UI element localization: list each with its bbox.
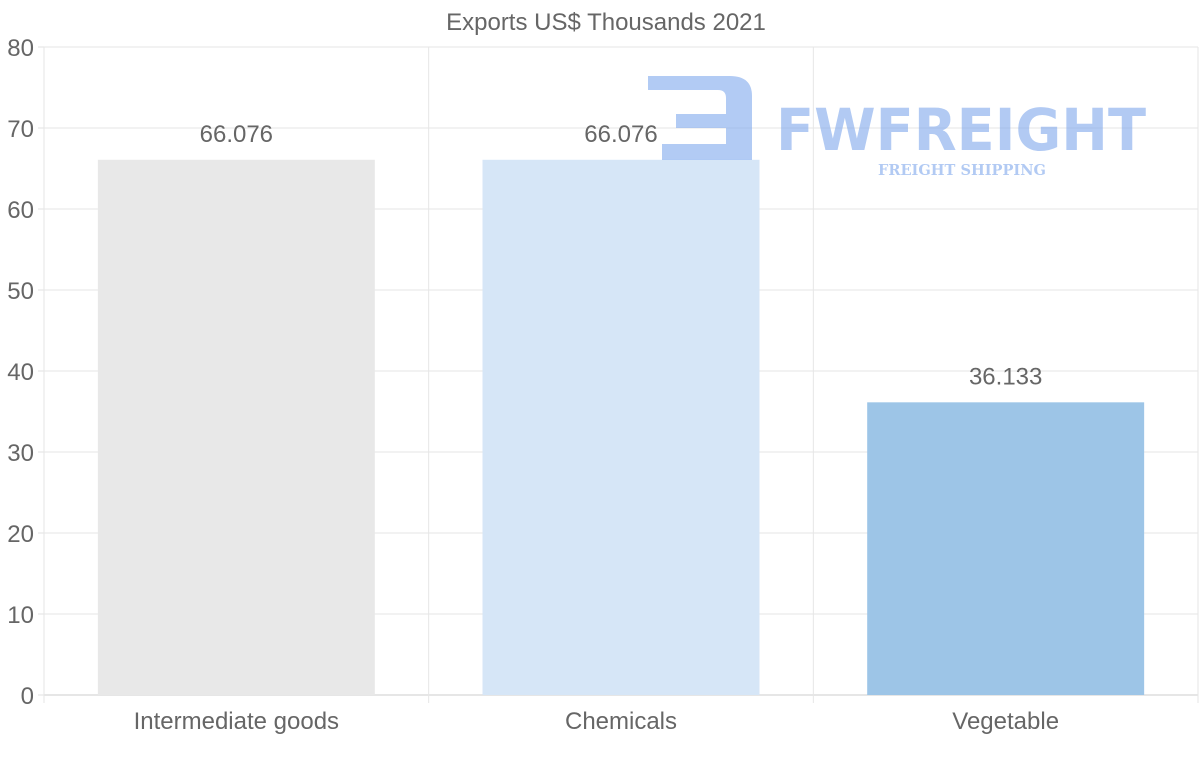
y-tick-label: 80: [7, 35, 34, 62]
y-tick-label: 20: [7, 521, 34, 548]
y-tick-label: 0: [21, 683, 34, 710]
x-tick-label: Intermediate goods: [134, 708, 339, 735]
y-tick-label: 40: [7, 359, 34, 386]
fwfreight-watermark-logo: FWFREIGHT FREIGHT SHIPPING: [648, 76, 1146, 179]
chart-title: Exports US$ Thousands 2021: [446, 9, 766, 36]
data-labels: 66.076 66.076 36.133: [200, 121, 1043, 391]
bar-vegetable: [867, 402, 1145, 695]
y-tick-label: 60: [7, 197, 34, 224]
y-tick-label: 10: [7, 602, 34, 629]
y-axis-ticks: 0 10 20 30 40 50 60 70 80: [7, 35, 34, 710]
watermark-tagline: FREIGHT SHIPPING: [878, 161, 1046, 179]
x-tick-label: Vegetable: [952, 708, 1059, 735]
y-tick-label: 30: [7, 440, 34, 467]
bars-group: [97, 159, 1145, 695]
x-tick-label: Chemicals: [565, 708, 677, 735]
y-tick-label: 50: [7, 278, 34, 305]
data-label: 36.133: [969, 363, 1042, 390]
data-label: 66.076: [584, 121, 657, 148]
bar-chemicals: [482, 159, 760, 695]
data-label: 66.076: [200, 121, 273, 148]
x-axis-labels: Intermediate goods Chemicals Vegetable: [134, 708, 1059, 735]
bar-intermediate-goods: [97, 159, 375, 695]
y-tick-label: 70: [7, 116, 34, 143]
watermark-brand: FWFREIGHT: [776, 96, 1146, 164]
